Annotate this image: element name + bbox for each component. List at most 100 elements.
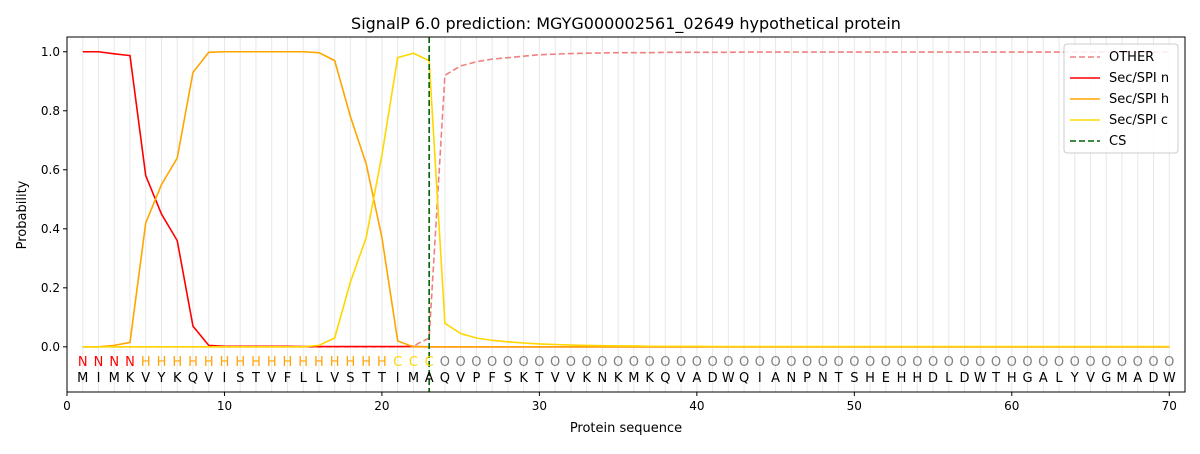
region-label: H bbox=[346, 355, 356, 370]
region-label: O bbox=[912, 355, 922, 370]
region-label: O bbox=[503, 355, 513, 370]
residue-label: W bbox=[722, 371, 735, 386]
residue-label: E bbox=[882, 371, 890, 386]
series-line-sec-spi-n bbox=[82, 50, 1170, 348]
y-tick-label: 0.4 bbox=[41, 222, 60, 236]
residue-label: V bbox=[204, 371, 213, 386]
y-tick-label: 0.8 bbox=[41, 104, 60, 118]
region-label: H bbox=[235, 355, 245, 370]
residue-label: N bbox=[598, 371, 608, 386]
region-label: O bbox=[471, 355, 481, 370]
residue-label: V bbox=[330, 371, 339, 386]
series-line-sec-spi-h bbox=[82, 50, 1170, 348]
x-tick-label: 50 bbox=[847, 399, 862, 413]
region-label: H bbox=[204, 355, 214, 370]
plot-frame bbox=[66, 36, 1186, 393]
region-label: O bbox=[944, 355, 954, 370]
region-label: O bbox=[786, 355, 796, 370]
region-label: O bbox=[440, 355, 450, 370]
region-label: O bbox=[818, 355, 828, 370]
residue-label: I bbox=[97, 371, 101, 386]
region-label: O bbox=[629, 355, 639, 370]
x-tick-label: 20 bbox=[374, 399, 389, 413]
residue-label: N bbox=[786, 371, 796, 386]
region-label: O bbox=[1085, 355, 1095, 370]
region-label: O bbox=[865, 355, 875, 370]
residue-label: V bbox=[566, 371, 575, 386]
legend-label: CS bbox=[1109, 134, 1126, 149]
region-label: O bbox=[534, 355, 544, 370]
residue-label: A bbox=[425, 371, 434, 386]
residue-label: D bbox=[960, 371, 970, 386]
residue-label: V bbox=[141, 371, 150, 386]
region-label: O bbox=[975, 355, 985, 370]
residue-label: H bbox=[912, 371, 922, 386]
residue-label: H bbox=[1007, 371, 1017, 386]
residue-label: K bbox=[126, 371, 135, 386]
region-label: O bbox=[519, 355, 529, 370]
residue-label: V bbox=[551, 371, 560, 386]
y-tick-label: 1.0 bbox=[41, 45, 60, 59]
residue-label: H bbox=[865, 371, 875, 386]
region-label: C bbox=[425, 355, 434, 370]
region-label: H bbox=[251, 355, 261, 370]
residue-label: K bbox=[645, 371, 654, 386]
region-label: O bbox=[692, 355, 702, 370]
residue-label: F bbox=[488, 371, 495, 386]
region-label: H bbox=[157, 355, 167, 370]
region-label: O bbox=[1148, 355, 1158, 370]
y-tick-label: 0.2 bbox=[41, 281, 60, 295]
residue-label: L bbox=[300, 371, 308, 386]
chart-title: SignalP 6.0 prediction: MGYG000002561_02… bbox=[351, 14, 901, 34]
region-label: N bbox=[125, 355, 135, 370]
x-tick-label: 40 bbox=[689, 399, 704, 413]
residue-label: Q bbox=[188, 371, 198, 386]
region-label: O bbox=[707, 355, 717, 370]
region-label: H bbox=[330, 355, 340, 370]
residue-label: V bbox=[456, 371, 465, 386]
region-label: H bbox=[377, 355, 387, 370]
region-label: O bbox=[1164, 355, 1174, 370]
residue-label: P bbox=[472, 371, 480, 386]
residue-label: M bbox=[408, 371, 419, 386]
region-label: H bbox=[361, 355, 371, 370]
region-label: H bbox=[283, 355, 293, 370]
residue-label: V bbox=[677, 371, 686, 386]
residue-label: T bbox=[991, 371, 1000, 386]
region-label: C bbox=[393, 355, 402, 370]
residue-label: S bbox=[504, 371, 512, 386]
residue-label: M bbox=[1116, 371, 1127, 386]
y-tick-label: 0.6 bbox=[41, 163, 60, 177]
region-label: H bbox=[188, 355, 198, 370]
region-label: C bbox=[409, 355, 418, 370]
region-label: O bbox=[582, 355, 592, 370]
region-label: O bbox=[723, 355, 733, 370]
residue-label: T bbox=[377, 371, 386, 386]
region-label: O bbox=[660, 355, 670, 370]
y-axis-label: Probability bbox=[15, 180, 30, 249]
region-label: O bbox=[676, 355, 686, 370]
region-label: O bbox=[487, 355, 497, 370]
series-line-sec-spi-c bbox=[82, 52, 1170, 348]
x-tick-label: 70 bbox=[1162, 399, 1177, 413]
region-label: H bbox=[141, 355, 151, 370]
region-label: O bbox=[1117, 355, 1127, 370]
region-label: H bbox=[298, 355, 308, 370]
x-tick-label: 0 bbox=[63, 399, 71, 413]
region-label: O bbox=[1054, 355, 1064, 370]
residue-label: W bbox=[1163, 371, 1176, 386]
region-label: H bbox=[220, 355, 230, 370]
residue-label: G bbox=[1101, 371, 1111, 386]
legend-label: Sec/SPI h bbox=[1109, 92, 1169, 107]
region-label: O bbox=[802, 355, 812, 370]
residue-label: M bbox=[628, 371, 639, 386]
region-label: O bbox=[833, 355, 843, 370]
region-label: O bbox=[881, 355, 891, 370]
legend-box bbox=[1063, 43, 1179, 154]
residue-label: I bbox=[758, 371, 762, 386]
region-label: O bbox=[566, 355, 576, 370]
region-label: H bbox=[267, 355, 277, 370]
x-tick-label: 60 bbox=[1004, 399, 1019, 413]
